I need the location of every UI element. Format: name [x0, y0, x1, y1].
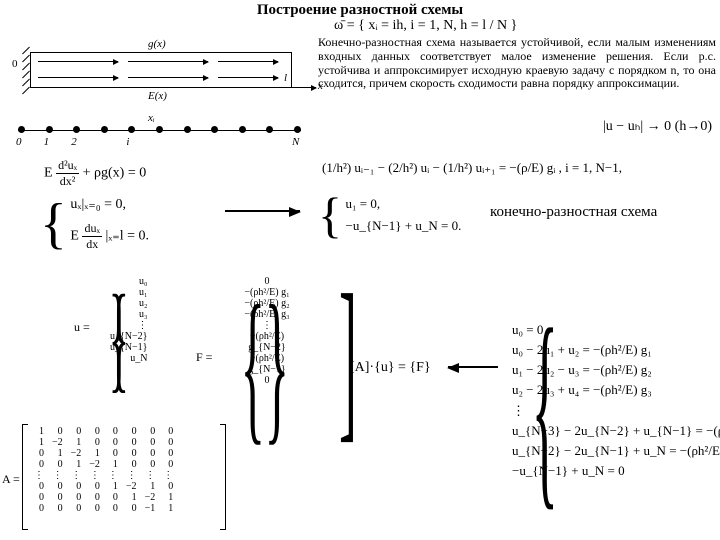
f-vector-label: F =	[196, 350, 212, 365]
u-vector-label: u =	[74, 320, 90, 335]
expanded-system: { u₀ = 0u₀ − 2u₁ + u₂ = −(ρh²/E) g₁u₁ − …	[512, 320, 720, 481]
convergence-limit: |u − uₕ| → 0 (h→0)	[603, 118, 712, 135]
omega-set: ω̄ = { xᵢ = ih, i = 1, N, h = l / N }	[334, 18, 517, 34]
l-label: l	[284, 72, 287, 84]
fd-scheme-label: конечно-разностная схема	[490, 204, 657, 221]
rod-diagram: g(x) E(x) 0 l x	[8, 22, 308, 107]
fd-bc-system: { u₁ = 0, −u_{N−1} + u_N = 0.	[318, 196, 461, 234]
f-vector: { 0−(ρh²/E) g₁−(ρh²/E) g₂−(ρh²/E) g₃⋮−(ρ…	[226, 276, 304, 436]
g-label: g(x)	[148, 38, 166, 50]
xi-label: xᵢ	[148, 112, 155, 124]
mesh-diagram: xᵢ 012iN	[8, 112, 310, 144]
fd-equation: (1/h²) uᵢ₋₁ − (2/h²) uᵢ − (1/h²) uᵢ₊₁ = …	[322, 160, 622, 176]
a-matrix: 100000001−210000001−210000001−21000⋮⋮⋮⋮⋮…	[28, 424, 220, 530]
arrow-icon	[448, 366, 498, 368]
bracket-icon: ]	[339, 272, 357, 443]
bc-system: { uₓ|ₓ₌₀ = 0, E duₓdx |ₓ₌l = 0.	[40, 196, 149, 252]
stability-paragraph: Конечно-разностная схема называется усто…	[318, 36, 716, 91]
a-matrix-label: A =	[2, 472, 20, 487]
zero-label: 0	[12, 58, 18, 70]
page-title: Построение разностной схемы	[0, 2, 720, 19]
pde-equation: E d²uₓdx² + ρg(x) = 0	[44, 158, 146, 189]
linear-system: [A]·{u} = {F}	[350, 360, 431, 376]
u-vector: { u₀u₁u₂u₃⋮u_{N−2}u_{N−1}u_N }	[100, 276, 136, 388]
e-label: E(x)	[148, 90, 167, 102]
arrow-icon	[225, 210, 300, 212]
